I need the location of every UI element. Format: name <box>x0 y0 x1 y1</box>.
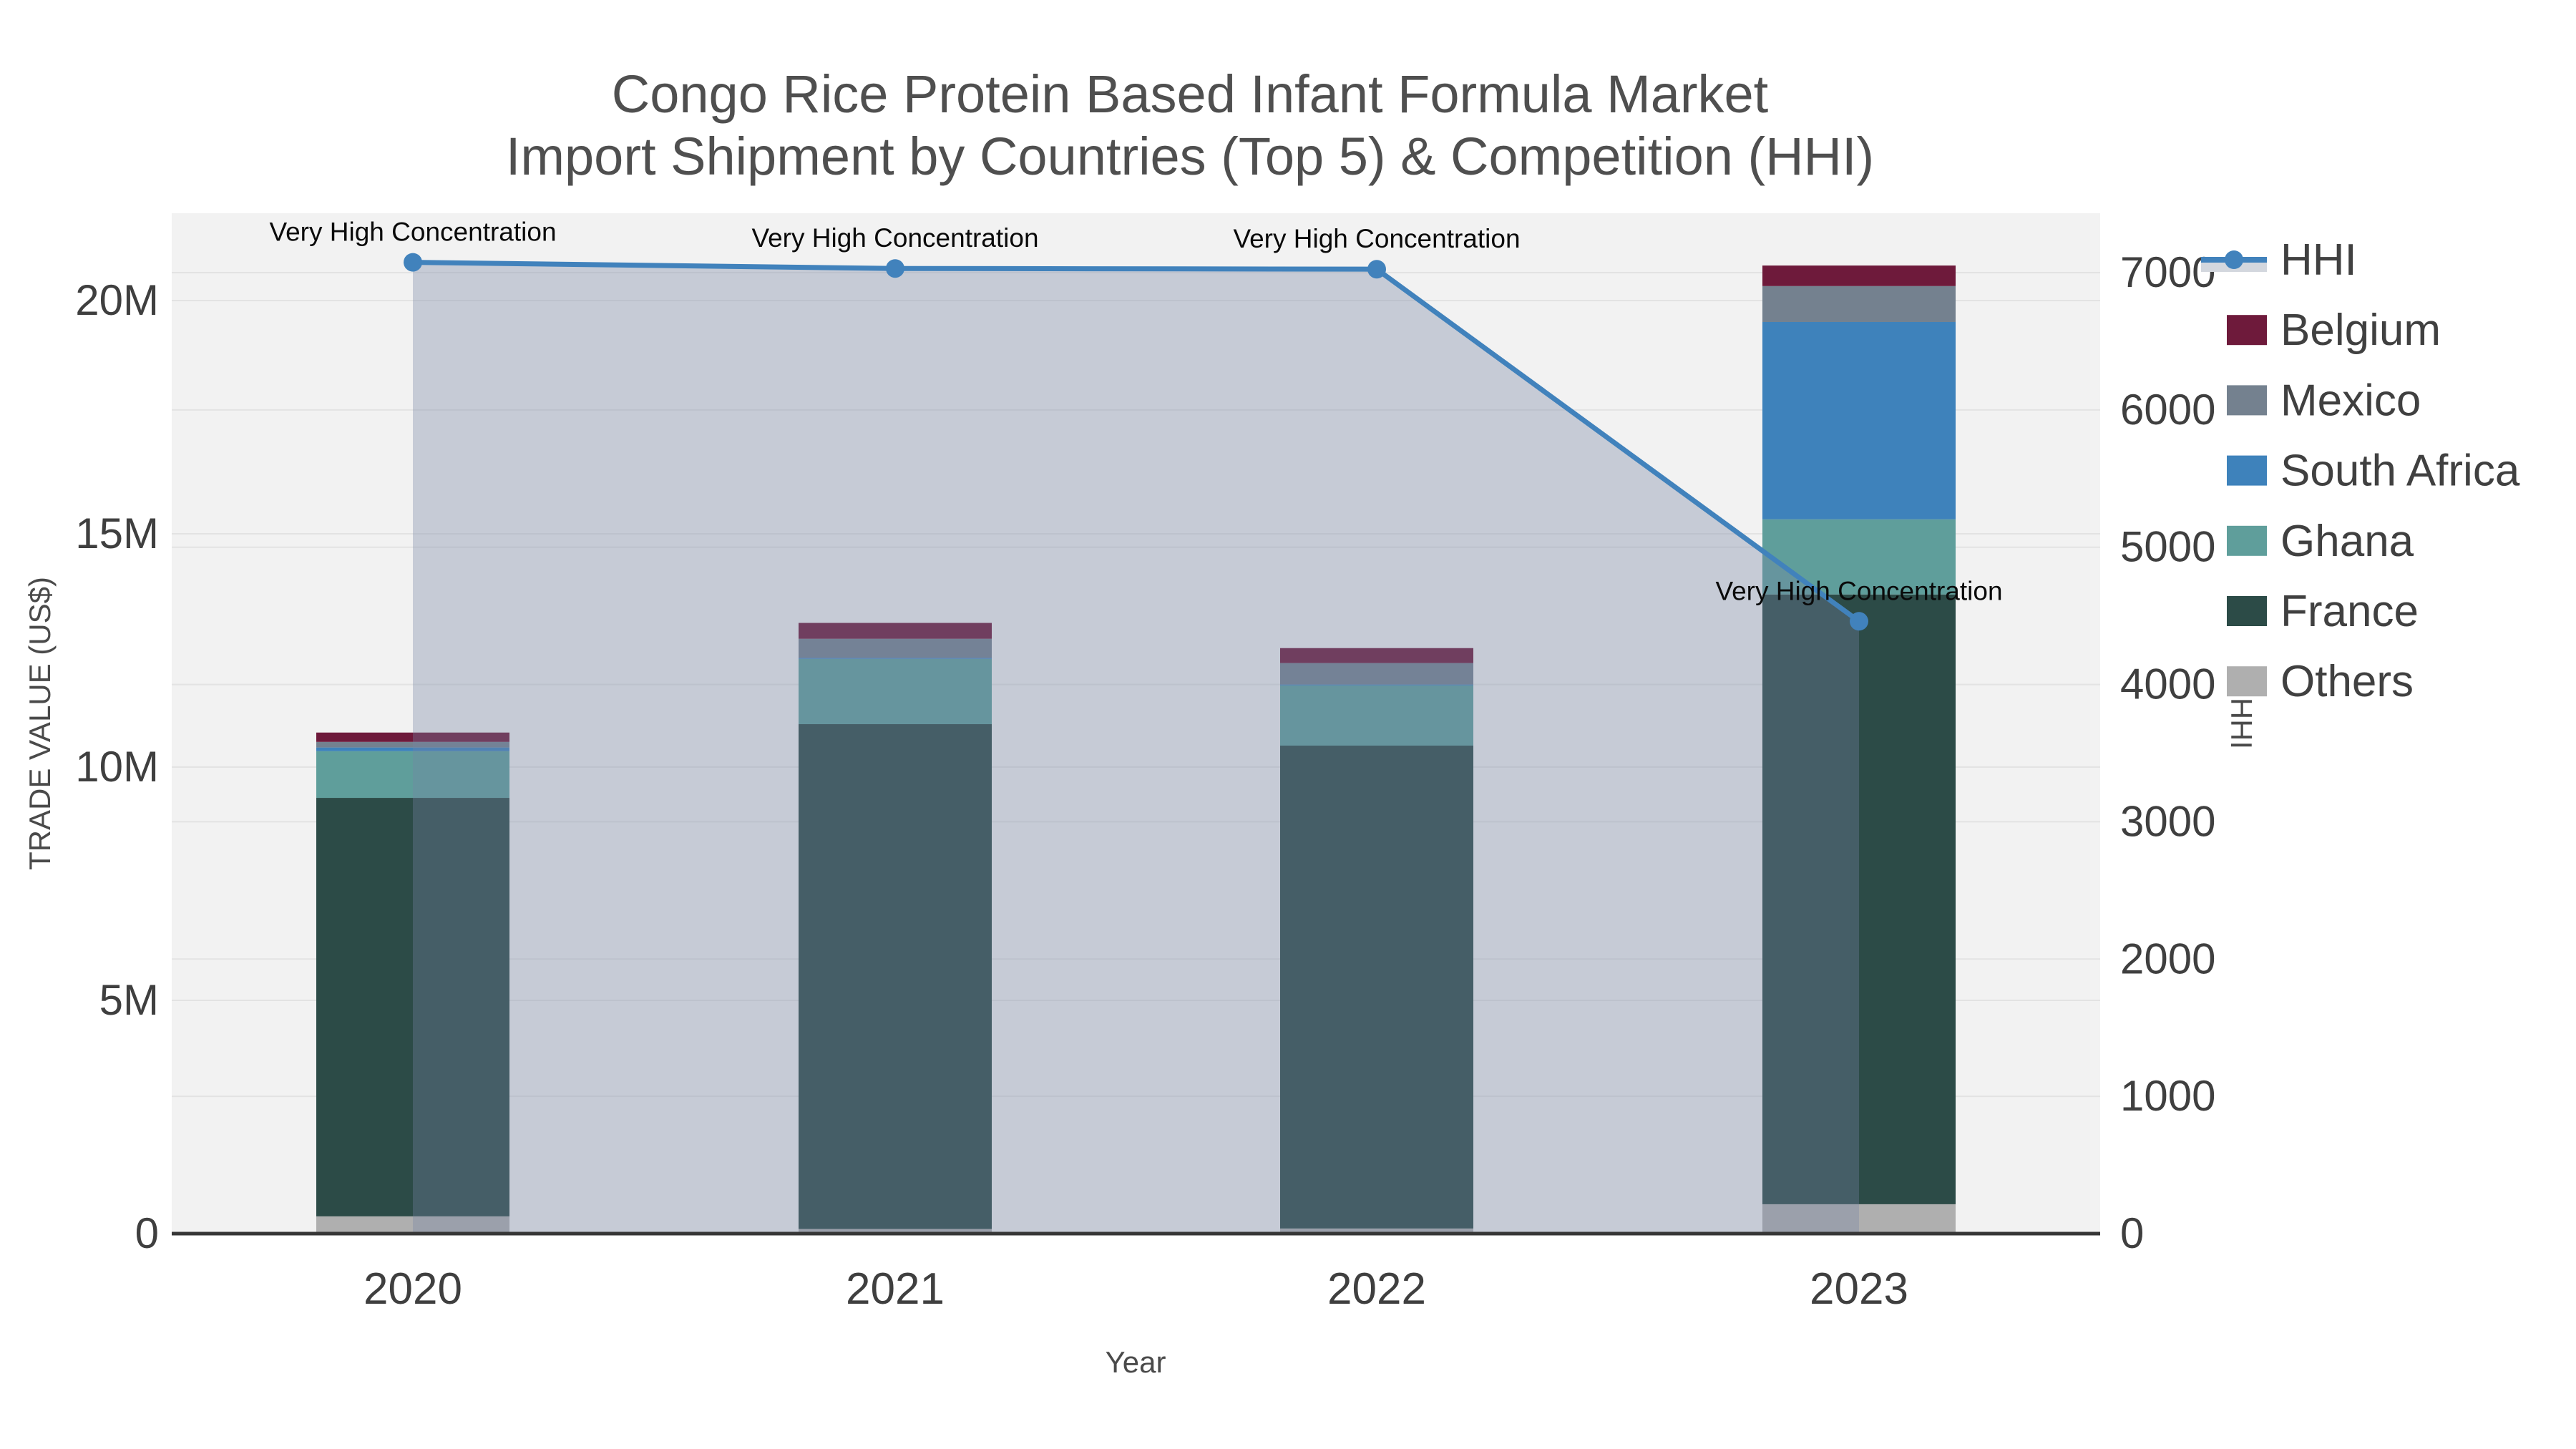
hhi-area-fill <box>413 262 1859 1234</box>
annotation-2023: Very High Concentration <box>1715 576 2002 605</box>
right-tick-2000: 2000 <box>2120 935 2215 982</box>
annotation-2020: Very High Concentration <box>269 218 556 247</box>
bar-2022-france[interactable] <box>1280 746 1473 1229</box>
hhi-point-2023[interactable] <box>1850 612 1868 631</box>
bar-2022-others[interactable] <box>1280 1228 1473 1234</box>
bar-2020-south-africa[interactable] <box>316 747 509 751</box>
legend-item-south-africa[interactable]: South Africa <box>2227 447 2520 496</box>
bar-2021-belgium[interactable] <box>799 623 992 639</box>
hhi-point-2021[interactable] <box>886 259 904 278</box>
legend-label: Ghana <box>2280 517 2414 566</box>
bar-2023-belgium[interactable] <box>1762 265 1956 286</box>
bar-2023-south-africa[interactable] <box>1762 321 1956 519</box>
right-tick-1000: 1000 <box>2120 1072 2215 1120</box>
bar-2022-mexico[interactable] <box>1280 663 1473 685</box>
right-tick-0: 0 <box>2120 1209 2144 1257</box>
annotation-2021: Very High Concentration <box>751 223 1038 253</box>
bar-2023-others[interactable] <box>1762 1204 1956 1234</box>
chart-title-line2: Import Shipment by Countries (Top 5) & C… <box>505 127 1875 187</box>
left-tick-10M: 10M <box>75 743 159 791</box>
bar-2022-south-africa[interactable] <box>1280 684 1473 686</box>
annotation-2022: Very High Concentration <box>1233 224 1520 253</box>
left-tick-15M: 15M <box>75 509 159 557</box>
right-axis-title: HHI <box>2225 698 2258 749</box>
x-tick-2023: 2023 <box>1810 1264 1908 1314</box>
stacked-bars <box>316 265 1956 1234</box>
bar-2021-ghana[interactable] <box>799 658 992 725</box>
right-tick-7000: 7000 <box>2120 248 2215 296</box>
x-axis-ticks: 2020 2021 2022 2023 <box>364 1264 1908 1314</box>
legend-item-others[interactable]: Others <box>2227 657 2414 706</box>
legend-swatch-icon <box>2227 385 2267 416</box>
legend-label: HHI <box>2280 235 2357 285</box>
legend-item-mexico[interactable]: Mexico <box>2227 376 2421 425</box>
x-tick-2020: 2020 <box>364 1264 462 1314</box>
bar-2020-ghana[interactable] <box>316 751 509 799</box>
bar-2021-mexico[interactable] <box>799 638 992 658</box>
right-tick-4000: 4000 <box>2120 660 2215 708</box>
left-axis-ticks: 0 5M 10M 15M 20M <box>75 276 159 1257</box>
legend-swatch-icon <box>2227 455 2267 486</box>
bar-2020-others[interactable] <box>316 1216 509 1234</box>
legend-label: South Africa <box>2280 447 2520 496</box>
chart-title-line1: Congo Rice Protein Based Infant Formula … <box>611 64 1769 124</box>
left-tick-5M: 5M <box>99 976 159 1024</box>
right-tick-3000: 3000 <box>2120 797 2215 845</box>
right-axis-ticks: 0 1000 2000 3000 4000 5000 6000 7000 <box>2120 248 2215 1257</box>
chart-title: Congo Rice Protein Based Infant Formula … <box>0 63 2380 188</box>
bar-2022-belgium[interactable] <box>1280 648 1473 663</box>
bar-2023-mexico[interactable] <box>1762 286 1956 322</box>
legend-item-hhi[interactable]: HHI <box>2201 235 2357 285</box>
legend-hhi-marker-icon <box>2225 250 2243 269</box>
hhi-line <box>412 260 1861 624</box>
legend-swatch-icon <box>2227 525 2267 556</box>
annotations: Very High Concentration Very High Concent… <box>269 218 2002 606</box>
left-tick-0: 0 <box>135 1209 159 1257</box>
legend-swatch-icon <box>2227 315 2267 346</box>
legend: HHI Belgium Mexico South Africa Ghana France O… <box>2201 235 2520 706</box>
hhi-point-2022[interactable] <box>1367 260 1386 279</box>
bar-2023-ghana[interactable] <box>1762 519 1956 595</box>
legend-swatch-icon <box>2227 596 2267 626</box>
bar-2021-others[interactable] <box>799 1229 992 1234</box>
bar-2022-ghana[interactable] <box>1280 685 1473 746</box>
right-tick-5000: 5000 <box>2120 523 2215 571</box>
bar-2021-france[interactable] <box>799 724 992 1229</box>
right-tick-6000: 6000 <box>2120 386 2215 434</box>
legend-label: Belgium <box>2280 306 2441 355</box>
legend-label: Mexico <box>2280 376 2421 425</box>
bar-2020-mexico[interactable] <box>316 741 509 748</box>
legend-label: France <box>2280 587 2419 636</box>
legend-item-belgium[interactable]: Belgium <box>2227 306 2441 355</box>
legend-swatch-icon <box>2227 666 2267 697</box>
left-axis-title: TRADE VALUE (US$) <box>23 577 57 870</box>
x-axis-title: Year <box>1106 1345 1166 1379</box>
bar-2020-france[interactable] <box>316 798 509 1216</box>
legend-item-france[interactable]: France <box>2227 587 2419 636</box>
x-tick-2021: 2021 <box>846 1264 945 1314</box>
hhi-point-2020[interactable] <box>404 253 422 272</box>
bar-2023-france[interactable] <box>1762 594 1956 1204</box>
left-tick-20M: 20M <box>75 276 159 324</box>
legend-item-ghana[interactable]: Ghana <box>2227 517 2414 566</box>
x-tick-2022: 2022 <box>1327 1264 1426 1314</box>
bar-2020-belgium[interactable] <box>316 732 509 742</box>
legend-label: Others <box>2280 657 2414 706</box>
